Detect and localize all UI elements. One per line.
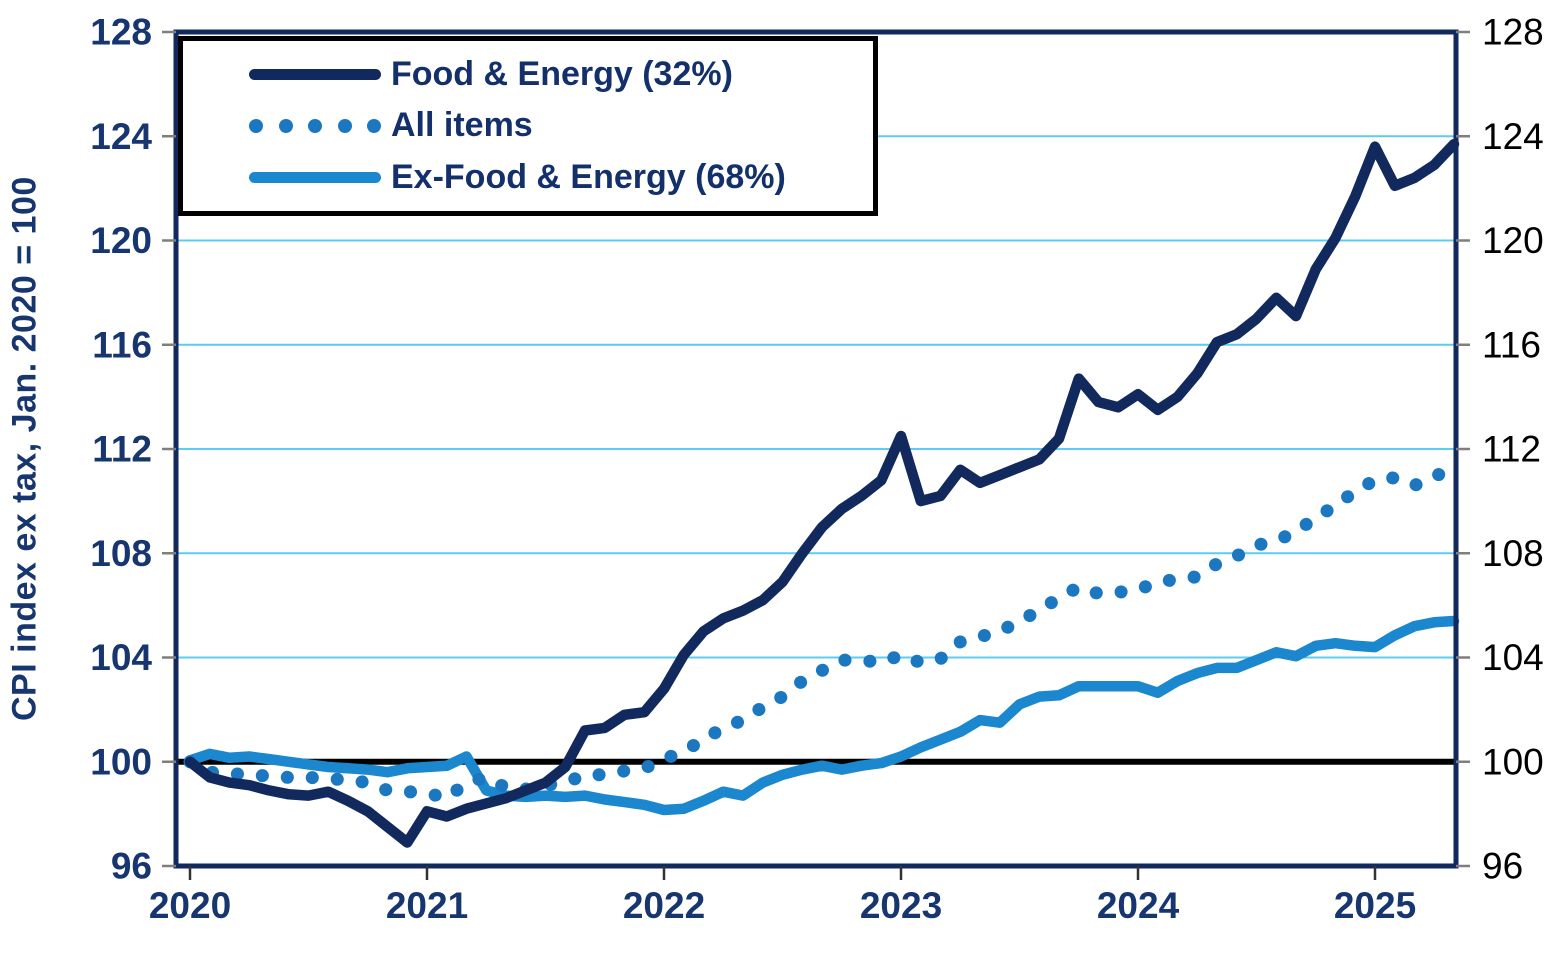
- y-axis-label-left: 128: [90, 12, 152, 53]
- y-axis-label-right: 112: [1482, 429, 1541, 470]
- x-axis-label: 2024: [1097, 885, 1180, 926]
- y-axis-label-left: 112: [92, 429, 152, 470]
- legend: Food & Energy (32%) All items Ex-Food & …: [178, 36, 878, 216]
- y-axis-label-right: 104: [1482, 637, 1544, 678]
- y-axis-label-right: 96: [1482, 846, 1523, 887]
- x-axis-label: 2020: [149, 885, 231, 926]
- y-axis-label-left: 120: [90, 220, 152, 261]
- legend-label: All items: [391, 106, 533, 145]
- legend-item-food-energy: Food & Energy (32%): [249, 55, 873, 94]
- y-axis-label-right: 100: [1482, 741, 1544, 782]
- navy-line-swatch-icon: [249, 69, 381, 81]
- series-line-all-items: [183, 466, 1461, 805]
- series-line-food-energy-32-: [184, 138, 1460, 848]
- y-axis-label-left: 96: [111, 846, 152, 887]
- y-axis-label-left: 108: [90, 533, 152, 574]
- x-axis-label: 2023: [860, 885, 942, 926]
- y-axis-label-right: 128: [1482, 12, 1544, 53]
- legend-item-ex-food-energy: Ex-Food & Energy (68%): [249, 158, 873, 197]
- x-axis-label: 2025: [1334, 885, 1416, 926]
- y-axis-title: CPI index ex tax, Jan. 2020 = 100: [5, 176, 44, 722]
- y-axis-label-left: 124: [90, 116, 152, 157]
- x-axis-label: 2021: [386, 885, 468, 926]
- legend-item-all-items: All items: [249, 106, 873, 145]
- y-axis-label-right: 120: [1482, 220, 1544, 261]
- y-axis-label-left: 104: [90, 637, 152, 678]
- series-line-ex-food-energy-68-: [184, 615, 1460, 816]
- y-axis-label-right: 108: [1482, 533, 1544, 574]
- lightblue-line-swatch-icon: [249, 171, 381, 183]
- x-axis-label: 2022: [623, 885, 705, 926]
- y-axis-label-left: 100: [90, 741, 152, 782]
- legend-label: Ex-Food & Energy (68%): [391, 157, 786, 196]
- y-axis-label-right: 124: [1482, 116, 1544, 157]
- y-axis-label-left: 116: [92, 324, 152, 365]
- y-axis-label-right: 116: [1482, 324, 1541, 365]
- dotted-line-swatch-icon: [249, 118, 381, 133]
- legend-label: Food & Energy (32%): [391, 55, 733, 94]
